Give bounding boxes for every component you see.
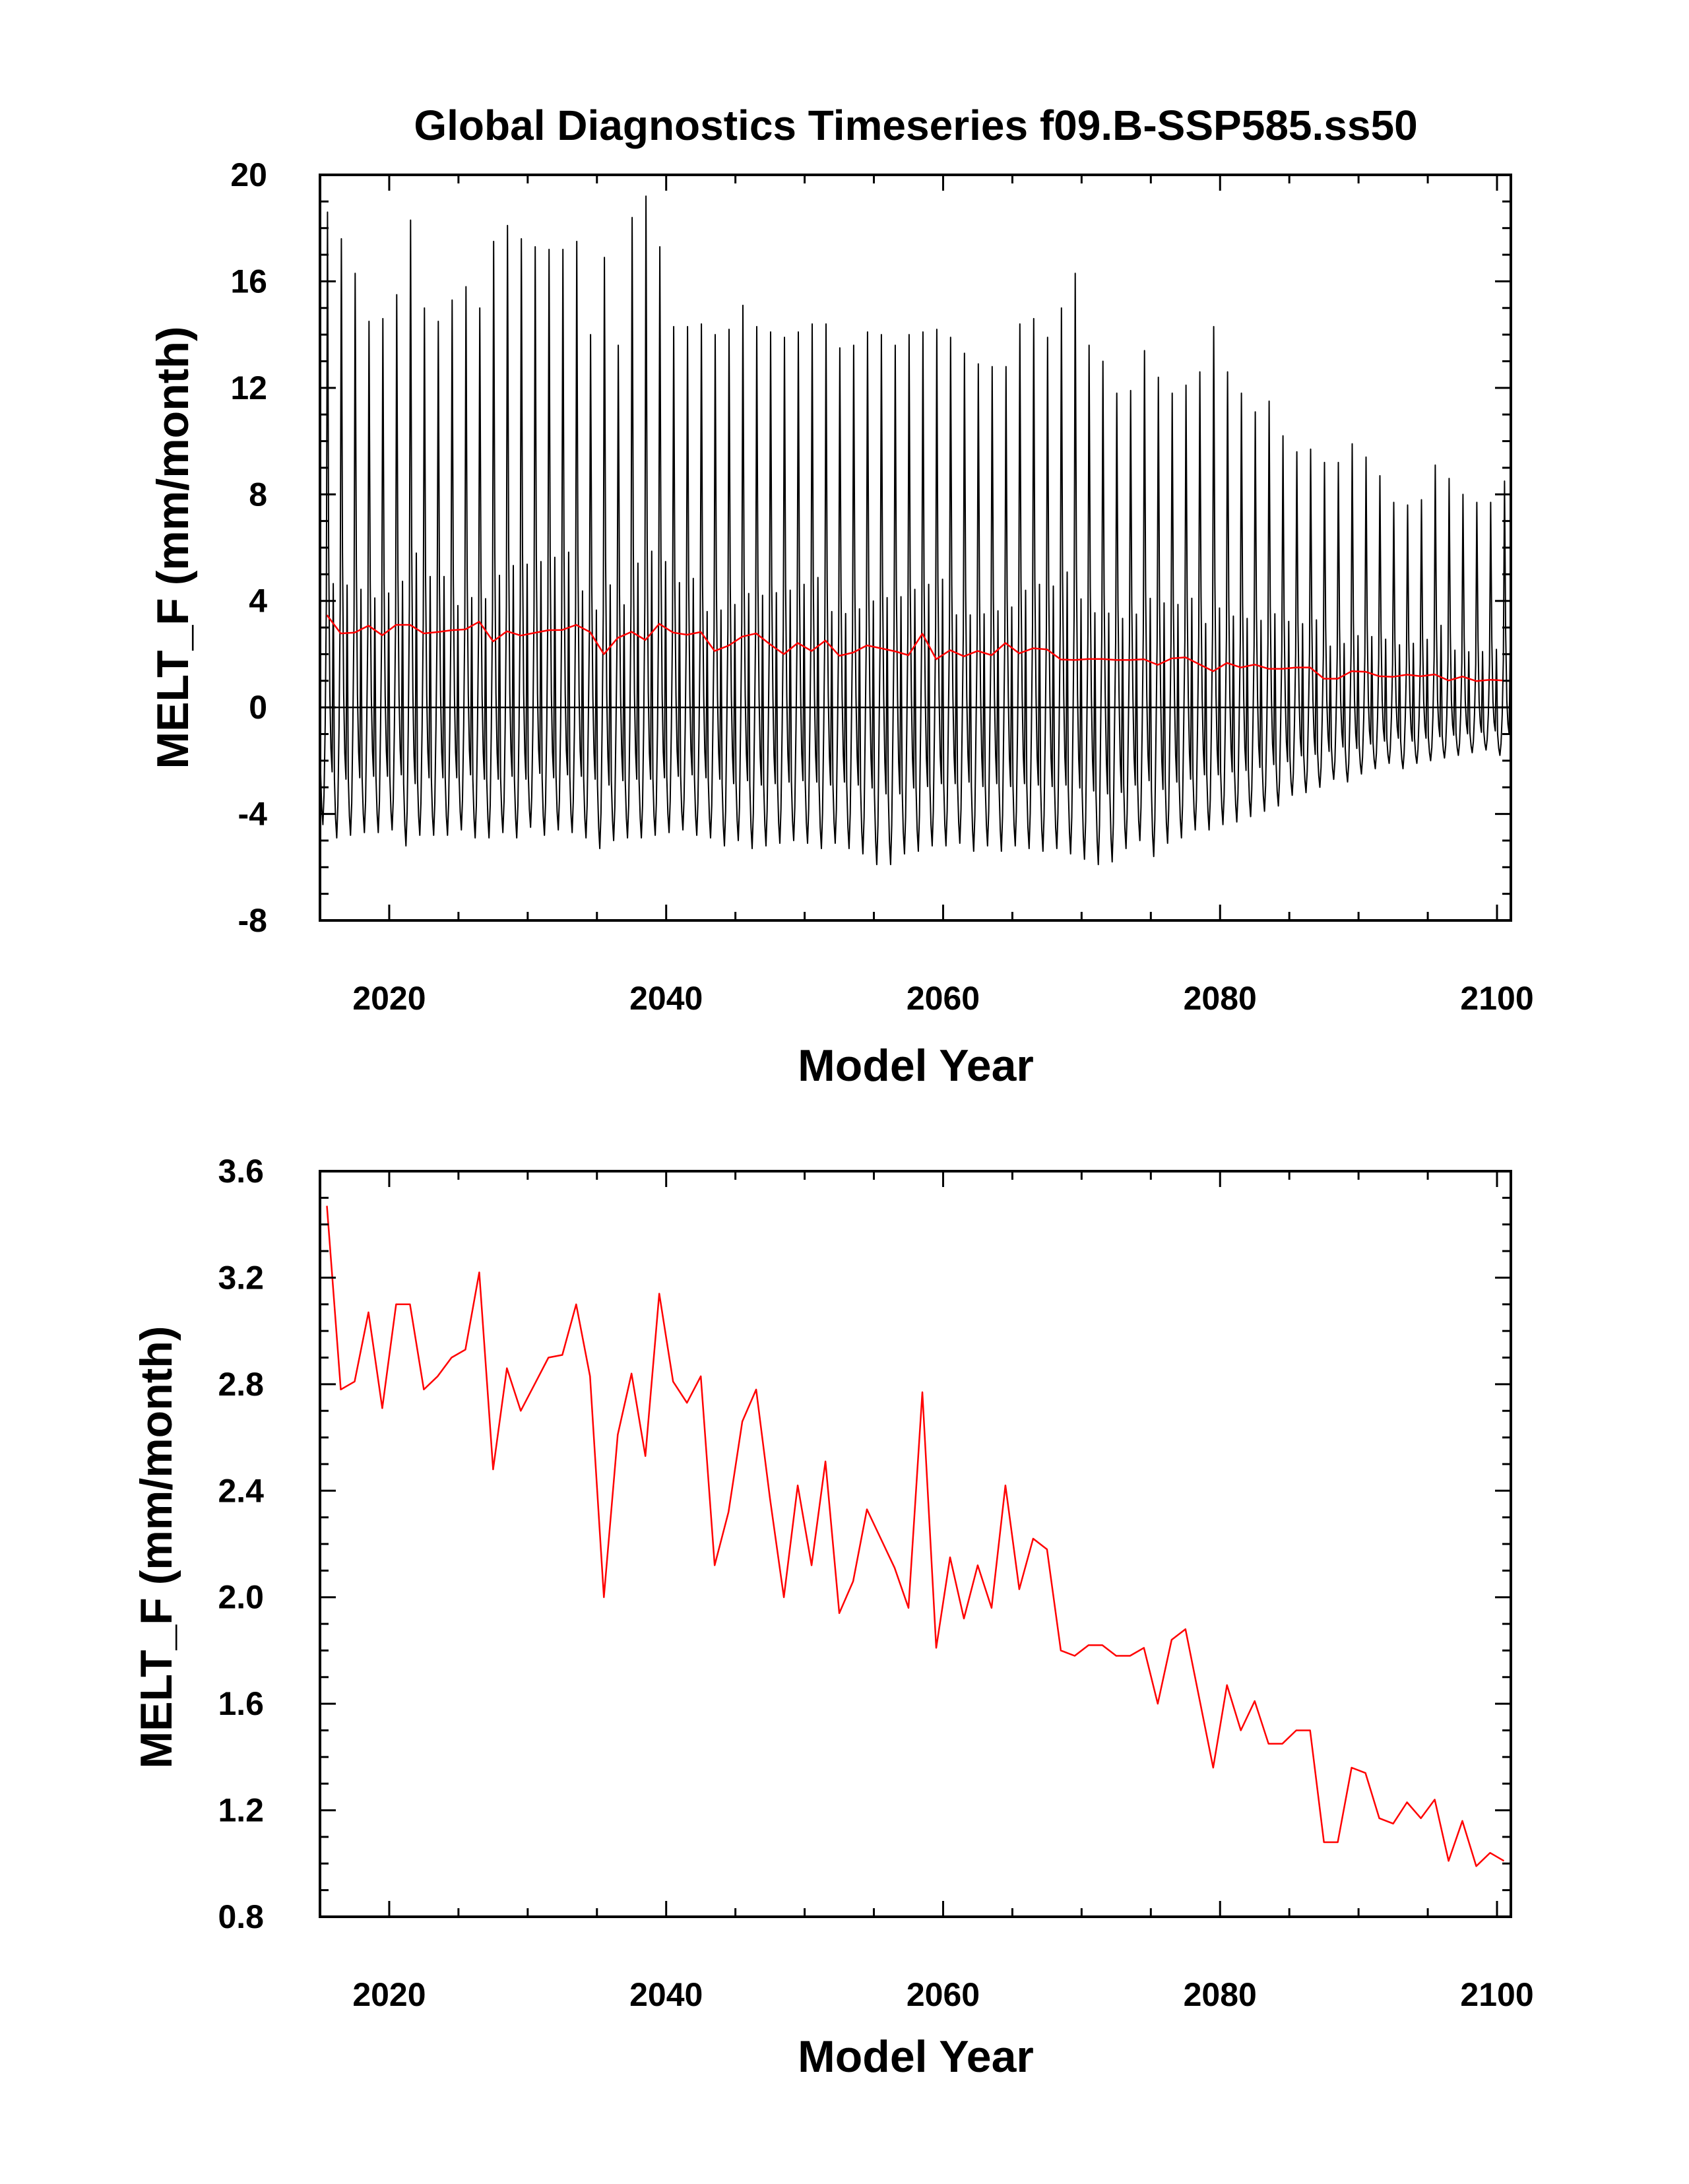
x-tick-label: 2020: [352, 980, 426, 1017]
y-tick-label: 2.0: [218, 1579, 264, 1616]
x-axis-label: Model Year: [798, 2032, 1034, 2082]
x-tick-label: 2100: [1460, 980, 1533, 1017]
monthly-timeseries-panel: Global Diagnostics Timeseries f09.B-SSP5…: [148, 102, 1534, 1091]
x-tick-label: 2020: [352, 1976, 426, 2013]
x-tick-label: 2100: [1460, 1976, 1533, 2013]
chart-title: Global Diagnostics Timeseries f09.B-SSP5…: [414, 102, 1417, 149]
y-tick-label: 8: [249, 476, 267, 513]
y-tick-label: 4: [249, 583, 267, 620]
series-line-monthly: [319, 195, 1512, 866]
x-tick-label: 2080: [1184, 980, 1257, 1017]
x-tick-label: 2040: [629, 1976, 703, 2013]
y-tick-label: 20: [230, 156, 267, 193]
x-tick-label: 2040: [629, 980, 703, 1017]
y-tick-label: 0.8: [218, 1898, 264, 1935]
annual-mean-panel: 2020 2040 2060 2080 2100 0.8 1.2 1.6 2.0 2.4 2.8 3.…: [131, 1153, 1534, 2082]
y-tick-label: 3.2: [218, 1259, 264, 1296]
y-tick-label: 1.6: [218, 1685, 264, 1722]
y-tick-label: 2.8: [218, 1366, 264, 1403]
x-tick-label: 2080: [1184, 1976, 1257, 2013]
series-line-annual-mean: [326, 1205, 1505, 1867]
x-axis-label: Model Year: [798, 1041, 1034, 1091]
y-axis-label: MELT_F (mm/month): [148, 326, 198, 769]
x-tick-label: 2060: [907, 1976, 980, 2013]
x-tick-label: 2060: [907, 980, 980, 1017]
y-tick-label: 1.2: [218, 1792, 264, 1829]
y-tick-label: 3.6: [218, 1153, 264, 1190]
y-axis-label: MELT_F (mm/month): [131, 1326, 181, 1768]
y-tick-label: -4: [238, 796, 268, 833]
y-tick-label: -8: [238, 902, 267, 939]
y-tick-label: 0: [249, 689, 267, 726]
series-line-annual-mean: [326, 614, 1504, 682]
y-tick-label: 12: [230, 369, 267, 406]
y-tick-label: 16: [230, 263, 267, 300]
y-tick-label: 2.4: [218, 1472, 264, 1509]
